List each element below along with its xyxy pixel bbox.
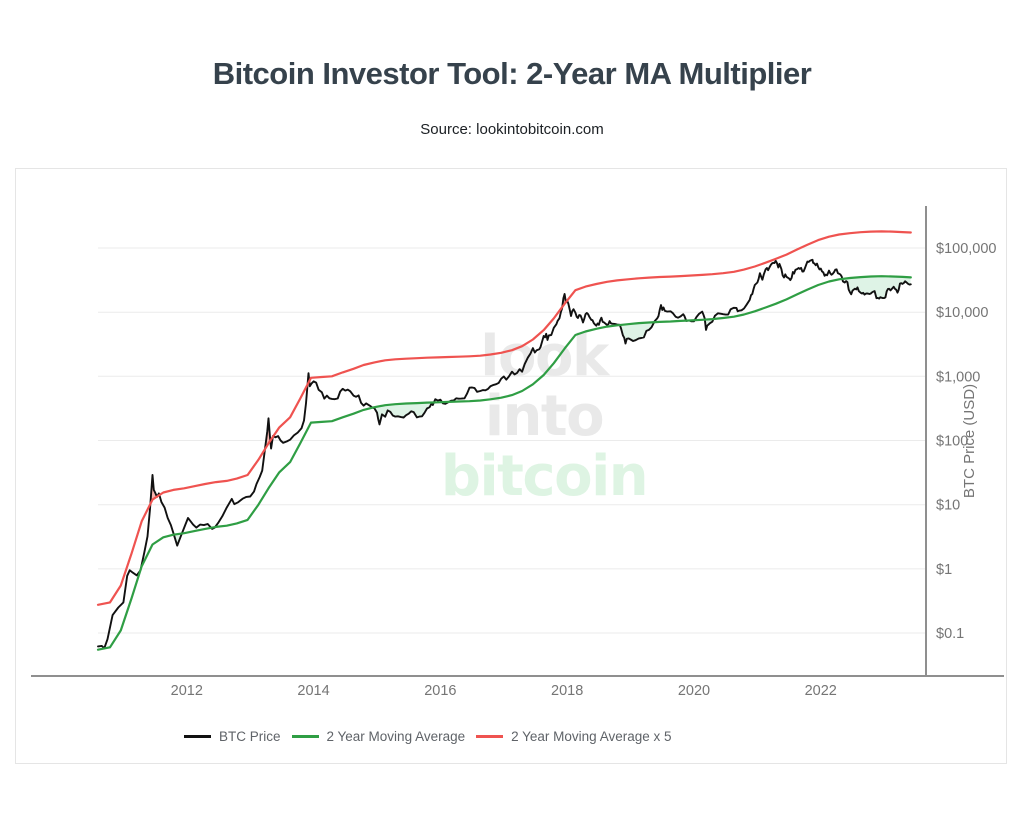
legend-label-ma2: 2 Year Moving Average [326, 729, 466, 744]
legend-item-ma2[interactable]: 2 Year Moving Average [291, 729, 466, 744]
y-tick-label: $100 [936, 434, 968, 450]
ma5-line [96, 230, 912, 606]
x-tick-label: 2012 [171, 683, 203, 699]
legend-label-btc: BTC Price [219, 729, 281, 744]
x-tick-label: 2014 [297, 683, 329, 699]
x-tick-label: 2016 [424, 683, 456, 699]
buy-zone-fill [372, 402, 434, 425]
x-tick-label: 2020 [678, 683, 710, 699]
price-chart[interactable]: $100,000 $10,000 $1,000 $100 $10 $1 $0.1 2012 20… [16, 169, 1006, 763]
legend-swatch-ma5 [476, 735, 504, 738]
legend-swatch-btc [184, 735, 211, 738]
y-tick-label: $100,000 [936, 241, 996, 257]
legend-label-ma5: 2 Year Moving Average x 5 [511, 729, 672, 744]
legend-swatch-ma2 [291, 735, 319, 738]
y-tick-label: $10 [936, 498, 960, 514]
btc-line [97, 258, 912, 650]
y-tick-label: $1,000 [936, 369, 980, 385]
page-title: Bitcoin Investor Tool: 2-Year MA Multipl… [212, 56, 812, 91]
watermark-word-bitcoin: bitcoin [440, 444, 649, 509]
legend-item-btc[interactable]: BTC Price [184, 729, 281, 744]
y-tick-label: $10,000 [936, 305, 988, 321]
y-axis-title: BTC Price (USD) [961, 384, 978, 498]
x-tick-label: 2022 [805, 683, 837, 699]
x-tick-label: 2018 [551, 683, 583, 699]
ma2-line [96, 275, 912, 651]
chart-card: look into bitcoin $100,000 $10,000 $1,000 $… [15, 168, 1007, 764]
y-tick-label: $1 [936, 562, 952, 578]
buy-zone-fill [842, 276, 911, 299]
legend-item-ma5[interactable]: 2 Year Moving Average x 5 [476, 729, 672, 744]
source-caption: Source: lookintobitcoin.com [420, 121, 604, 138]
legend: BTC Price 2 Year Moving Average 2 Year Mov… [184, 729, 672, 744]
y-tick-label: $0.1 [936, 626, 964, 642]
